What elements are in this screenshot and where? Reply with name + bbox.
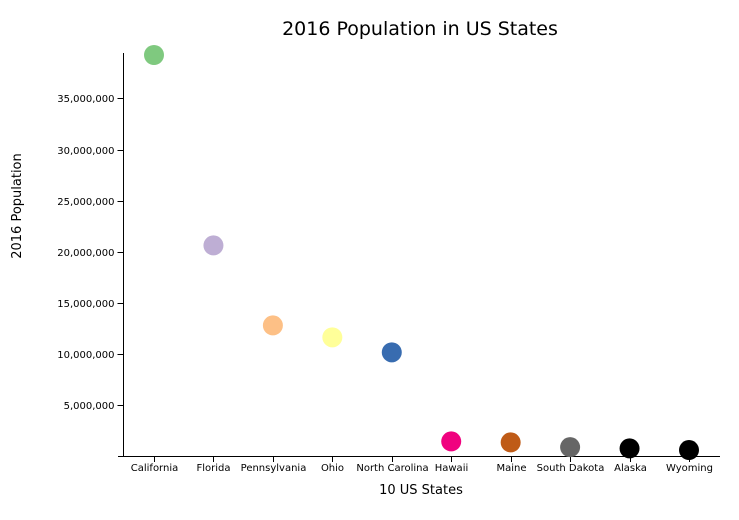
data-point-california[interactable] <box>144 45 164 65</box>
data-point-maine[interactable] <box>500 432 521 453</box>
y-tick-label: 30,000,000 <box>57 146 114 157</box>
data-point-ohio[interactable] <box>322 327 343 348</box>
x-tick-label: Pennsylvania <box>241 463 307 474</box>
x-tick-label: South Dakota <box>537 463 605 474</box>
y-tick-label: 25,000,000 <box>57 197 114 208</box>
data-point-hawaii[interactable] <box>441 431 462 452</box>
y-tick-label: 10,000,000 <box>57 350 114 361</box>
y-tick-label: 5,000,000 <box>64 401 115 412</box>
chart-title: 2016 Population in US States <box>282 18 558 40</box>
x-tick-label: Ohio <box>321 463 344 474</box>
x-tick-label: Maine <box>496 463 526 474</box>
data-point-wyoming[interactable] <box>679 440 699 461</box>
x-axis: California Florida Pennsylvania Ohio North C… <box>118 456 720 474</box>
x-tick-label: Wyoming <box>666 463 713 474</box>
y-axis-label: 2016 Population <box>10 153 25 259</box>
y-tick-label: 20,000,000 <box>57 248 114 259</box>
data-points <box>144 45 699 461</box>
x-axis-label: 10 US States <box>379 483 463 498</box>
x-tick-label: Alaska <box>614 463 647 474</box>
x-tick-label: Hawaii <box>435 463 469 474</box>
y-axis: 5,000,000 10,000,000 15,000,000 20,000,000 2… <box>57 53 124 456</box>
data-point-florida[interactable] <box>203 235 224 256</box>
x-tick-label: California <box>131 463 179 474</box>
x-tick-label: Florida <box>196 463 230 474</box>
data-point-alaska[interactable] <box>619 438 640 459</box>
data-point-south-dakota[interactable] <box>560 437 581 458</box>
data-point-pennsylvania[interactable] <box>262 315 283 336</box>
y-tick-label: 35,000,000 <box>57 94 114 105</box>
y-tick-label: 15,000,000 <box>57 299 114 310</box>
data-point-north-carolina[interactable] <box>381 342 402 363</box>
x-tick-label: North Carolina <box>356 463 428 474</box>
